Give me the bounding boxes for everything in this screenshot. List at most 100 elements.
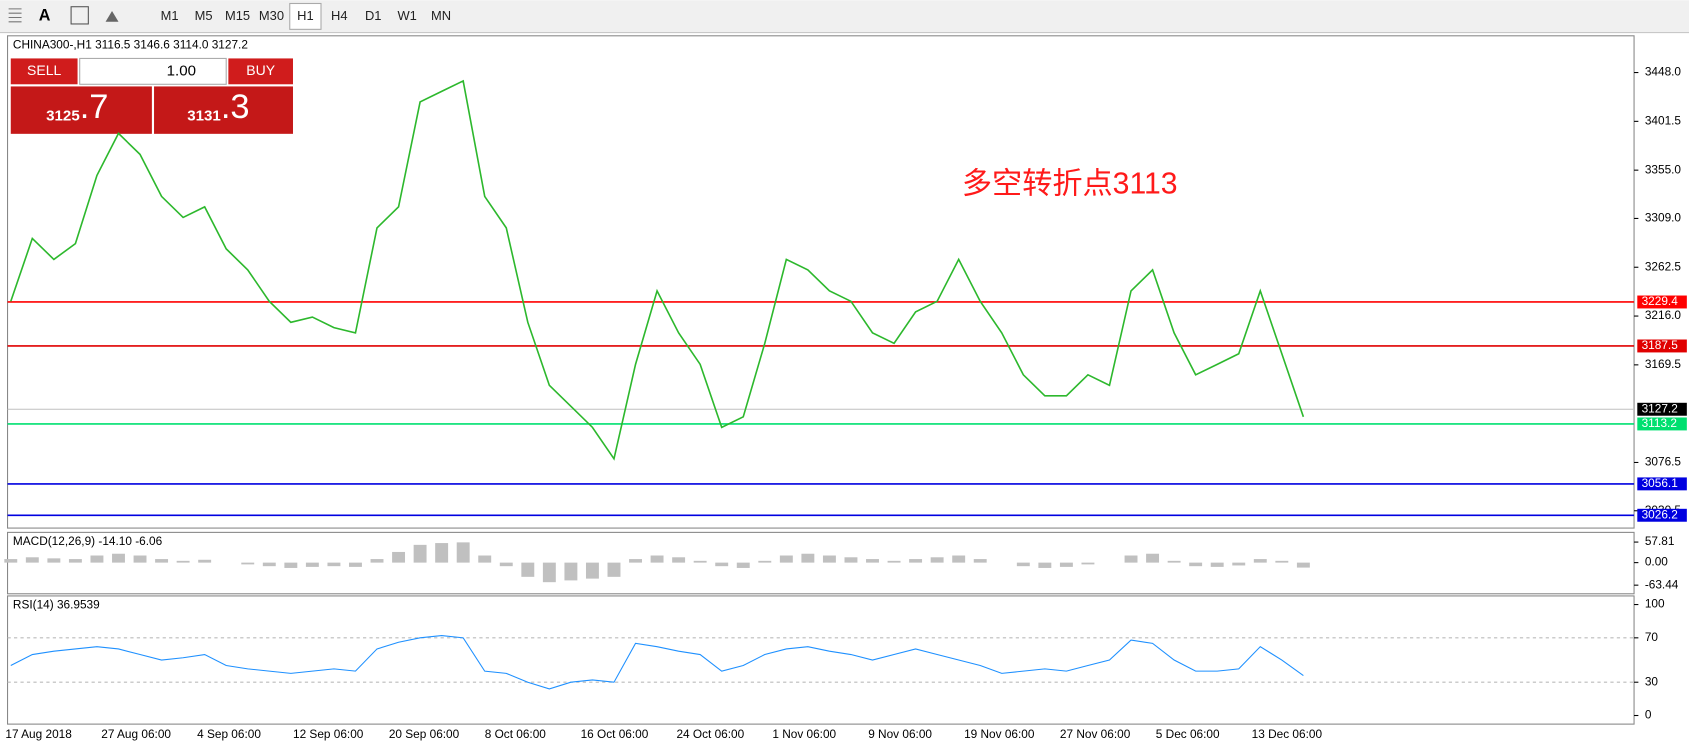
- rsi-label: RSI(14) 36.9539: [13, 598, 100, 612]
- timeframe-button[interactable]: M1: [161, 8, 179, 23]
- bid-frac: .7: [80, 88, 109, 126]
- rsi-panel: [7, 595, 1635, 725]
- macd-bar: [866, 559, 879, 563]
- bid-box[interactable]: [10, 86, 152, 134]
- timeframe-button[interactable]: D1: [365, 8, 382, 23]
- macd-bar: [607, 562, 621, 577]
- macd-bar: [1210, 562, 1224, 567]
- macd-bar: [499, 562, 513, 567]
- level-label: 3113.2: [1642, 416, 1677, 430]
- level-label: 3187.5: [1642, 338, 1679, 352]
- macd-bar: [779, 555, 793, 563]
- macd-bar: [585, 562, 599, 579]
- text-tool[interactable]: A: [39, 7, 51, 25]
- macd-bar: [629, 559, 642, 563]
- macd-bar: [435, 543, 449, 563]
- level-tag: [1637, 402, 1687, 416]
- time-label: 5 Dec 06:00: [1156, 727, 1220, 741]
- ask-box[interactable]: [154, 86, 293, 134]
- macd-bar: [284, 562, 298, 568]
- grip: [8, 8, 22, 23]
- macd-bar: [456, 542, 470, 563]
- timeframe-button[interactable]: W1: [397, 8, 416, 23]
- level-label: 3026.2: [1642, 507, 1678, 521]
- macd-bar: [564, 562, 578, 581]
- macd-bar: [844, 557, 858, 563]
- macd-bar: [736, 562, 750, 568]
- macd-bar: [25, 557, 39, 563]
- y-tick-label: 3169.5: [1645, 357, 1682, 371]
- macd-bar: [262, 562, 276, 567]
- lot-input[interactable]: [79, 57, 227, 85]
- level-label: 3056.1: [1642, 476, 1678, 490]
- timeframe-active: [289, 2, 322, 30]
- macd-bar: [176, 560, 190, 563]
- macd-bar: [47, 558, 61, 563]
- timeframe-button[interactable]: H1: [297, 8, 314, 23]
- timeframe-button[interactable]: M15: [225, 8, 250, 23]
- time-label: 19 Nov 06:00: [964, 727, 1035, 741]
- y-tick-label: 3355.0: [1645, 162, 1682, 176]
- annotation: 多空转折点3113: [962, 167, 1178, 201]
- buy-button[interactable]: [228, 58, 293, 85]
- time-label: 24 Oct 06:00: [676, 727, 744, 741]
- macd-bar: [1167, 560, 1181, 563]
- bid-main: 3125: [46, 108, 80, 125]
- macd-bar: [930, 557, 944, 563]
- time-label: 1 Nov 06:00: [772, 727, 836, 741]
- macd-bar: [1059, 562, 1073, 567]
- macd-bar: [1189, 562, 1203, 567]
- time-label: 27 Aug 06:00: [101, 727, 171, 741]
- ask-frac: .3: [221, 88, 250, 126]
- macd-bar: [413, 544, 427, 563]
- time-label: 9 Nov 06:00: [868, 727, 932, 741]
- macd-bar: [973, 559, 987, 563]
- sell-button[interactable]: [10, 58, 78, 85]
- y-tick-label: 3401.5: [1645, 113, 1682, 127]
- macd-bar: [1081, 562, 1095, 565]
- level-tag: [1637, 508, 1687, 522]
- timeframe-button[interactable]: M30: [259, 8, 284, 23]
- level-tag: [1637, 295, 1687, 309]
- macd-label: MACD(12,26,9) -14.10 -6.06: [13, 534, 163, 548]
- y-tick-label: 3448.0: [1645, 65, 1682, 79]
- macd-bar: [68, 559, 82, 563]
- macd-bar: [198, 559, 212, 563]
- level-tag: [1637, 339, 1687, 353]
- macd-bar: [1253, 559, 1267, 563]
- time-label: 8 Oct 06:00: [485, 727, 547, 741]
- y-tick-label: 30: [1645, 674, 1659, 688]
- rsi-line: [10, 635, 1304, 690]
- macd-bar: [4, 559, 18, 563]
- y-tick-label: 3309.0: [1645, 211, 1682, 225]
- macd-bar: [90, 555, 104, 563]
- level-label: 3229.4: [1642, 294, 1679, 308]
- macd-bar: [305, 562, 319, 567]
- y-tick-label: 0: [1645, 708, 1652, 722]
- level-label: 3127.2: [1642, 401, 1678, 415]
- timeframe-button[interactable]: H4: [331, 8, 348, 23]
- macd-bar: [887, 560, 901, 563]
- macd-bar: [392, 551, 406, 563]
- time-label: 16 Oct 06:00: [581, 727, 649, 741]
- y-tick-label: 3262.5: [1645, 259, 1682, 273]
- macd-bar: [1016, 562, 1030, 567]
- lot-value: 1.00: [167, 62, 196, 79]
- timeframe-button[interactable]: M5: [195, 8, 213, 23]
- macd-bar: [370, 559, 384, 563]
- macd-bar: [542, 562, 556, 583]
- shapes-tool[interactable]: [105, 11, 119, 22]
- time-label: 13 Dec 06:00: [1252, 727, 1323, 741]
- label-tool[interactable]: [70, 6, 89, 25]
- macd-bar: [1232, 562, 1246, 566]
- time-label: 4 Sep 06:00: [197, 727, 261, 741]
- macd-bar: [112, 553, 125, 563]
- macd-bar: [801, 553, 815, 563]
- toolbar: [0, 0, 1689, 33]
- time-label: 20 Sep 06:00: [389, 727, 460, 741]
- timeframe-button[interactable]: MN: [431, 8, 451, 23]
- macd-bar: [650, 555, 664, 563]
- y-tick-label: 57.81: [1645, 534, 1675, 548]
- macd-bar: [241, 562, 255, 565]
